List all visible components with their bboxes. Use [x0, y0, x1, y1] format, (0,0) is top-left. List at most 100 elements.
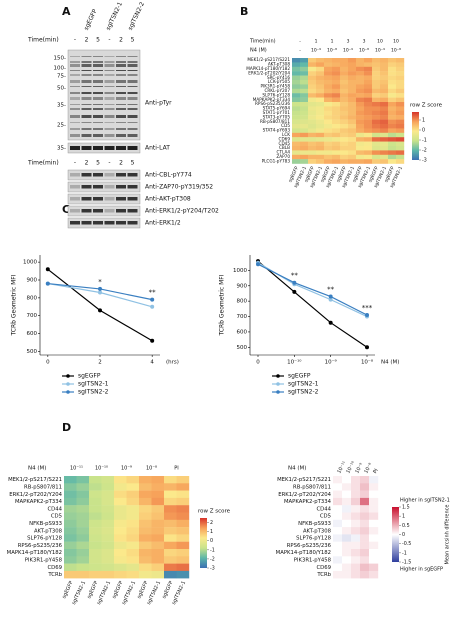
colorbar	[412, 112, 419, 160]
heatmap-cell	[351, 483, 361, 491]
heatmap-cell	[364, 71, 373, 76]
band	[70, 74, 80, 76]
heatmap-cell	[332, 102, 341, 107]
heatmap-cell	[348, 124, 357, 129]
legend-label: sgITSN2-1	[78, 381, 109, 388]
band	[93, 56, 103, 57]
band	[116, 70, 126, 71]
heatmap-cell	[139, 534, 152, 542]
heatmap-cell	[316, 62, 325, 67]
heatmap-cell	[126, 512, 140, 520]
time-value: 2	[119, 160, 123, 167]
heatmap-cell	[292, 58, 301, 63]
heatmap-cell	[151, 541, 165, 550]
legend-marker	[66, 374, 70, 378]
band	[70, 64, 80, 67]
heatmap-cell	[316, 75, 325, 81]
time-value: 5	[96, 160, 100, 167]
heatmap-cell	[308, 84, 317, 89]
band	[116, 64, 126, 67]
band	[81, 70, 92, 71]
heatmap-cell	[64, 490, 77, 499]
band	[70, 56, 80, 57]
band	[116, 146, 126, 150]
heatmap-cell	[292, 124, 301, 129]
heatmap-cell	[164, 490, 177, 499]
heatmap-cell	[369, 549, 379, 557]
heatmap-cell	[101, 541, 115, 550]
row-label: AKT-pT308	[34, 528, 63, 534]
dose-label: N4 (M)	[250, 48, 267, 54]
time-value: -	[108, 37, 110, 44]
band	[116, 221, 126, 225]
heatmap-cell	[64, 556, 77, 564]
band	[104, 221, 115, 225]
heatmap-cell	[396, 110, 405, 116]
heatmap-cell	[342, 549, 352, 557]
heatmap-cell	[351, 570, 361, 579]
heatmap-cell	[126, 534, 140, 542]
heatmap-cell	[333, 570, 343, 579]
heatmap-cell	[324, 58, 333, 63]
heatmap-cell	[76, 534, 90, 542]
heatmap-cell	[76, 519, 90, 528]
heatmap-cell	[340, 154, 349, 160]
heatmap-cell	[396, 106, 405, 111]
heatmap-cell	[356, 106, 365, 111]
row-label: PLCG1-pY783	[262, 158, 291, 163]
heatmap-cell	[333, 541, 343, 550]
heatmap-cell	[64, 534, 77, 542]
band	[70, 61, 80, 63]
heatmap-cell	[126, 527, 140, 535]
heatmap-cell	[316, 124, 325, 129]
heatmap-cell	[292, 84, 301, 89]
band	[81, 173, 92, 177]
heatmap-cell	[348, 119, 357, 125]
row-label: CD44	[47, 506, 62, 512]
heatmap-cell	[369, 527, 379, 535]
heatmap-cell	[324, 124, 333, 129]
heatmap-cell	[380, 110, 389, 116]
band	[104, 115, 115, 118]
series-point	[98, 290, 102, 295]
row-label: CD5	[51, 514, 62, 520]
heatmap-cell	[151, 556, 165, 564]
band	[116, 74, 126, 76]
heatmap-cell	[300, 66, 309, 72]
heatmap-cell	[360, 534, 370, 542]
heatmap-cell	[101, 483, 115, 491]
band	[70, 185, 80, 189]
heatmap-cell	[101, 497, 115, 506]
series-point	[45, 267, 50, 272]
heatmap-cell	[356, 88, 365, 94]
heatmap-cell	[388, 141, 397, 147]
heatmap-cell	[333, 490, 343, 499]
heatmap-cell	[89, 476, 102, 484]
heatmap-cell	[164, 512, 177, 520]
heatmap-cell	[126, 476, 140, 484]
heatmap-cell	[388, 84, 397, 89]
row-label: CD44	[316, 506, 331, 512]
heatmap-cell	[388, 71, 397, 76]
band	[116, 80, 126, 83]
heatmap-cell	[380, 146, 389, 151]
heatmap-cell	[126, 549, 140, 557]
heatmap-cell	[164, 534, 177, 542]
heatmap-cell	[372, 75, 381, 81]
heatmap-cell	[364, 137, 373, 142]
heatmap-cell	[316, 106, 325, 111]
heatmap-cell	[380, 66, 389, 72]
blot-label: Anti-ZAP70-pY319/352	[145, 184, 213, 191]
heatmap-cell	[308, 80, 317, 85]
heatmap-cell	[332, 93, 341, 98]
colorbar-tick-label: 1.5	[402, 505, 410, 511]
heatmap-cell	[101, 556, 115, 564]
heatmap-cell	[324, 71, 333, 76]
heatmap-cell	[76, 512, 90, 520]
heatmap-cell	[333, 519, 343, 528]
heatmap-cell	[333, 483, 343, 491]
heatmap-cell	[396, 141, 405, 147]
legend-marker	[66, 390, 70, 394]
heatmap-cell	[101, 527, 115, 535]
heatmap-cell	[316, 119, 325, 125]
